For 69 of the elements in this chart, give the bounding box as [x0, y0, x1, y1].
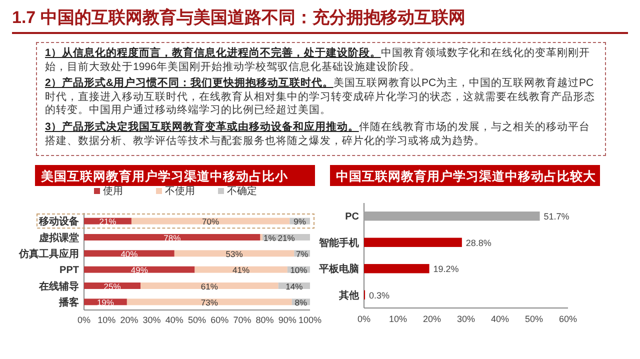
bar — [364, 264, 430, 274]
bar — [126, 298, 292, 306]
x-tick-label: 80% — [256, 315, 274, 325]
bar — [84, 266, 195, 273]
data-label: 21% — [278, 232, 296, 243]
data-label: 53% — [226, 248, 244, 259]
x-tick-label: 50% — [524, 314, 544, 324]
data-label: 61% — [200, 281, 218, 292]
text: 1）从信息化的程度而言，教育信息化进程尚不完善，处于建设阶段。 — [45, 47, 381, 59]
y-tick-label: PPT — [60, 265, 79, 276]
data-label: 10% — [290, 265, 308, 276]
x-tick-label: 60% — [558, 314, 578, 324]
bar — [174, 250, 294, 257]
y-tick-label: 在线辅导 — [38, 280, 79, 292]
data-label: 28.8% — [466, 238, 492, 248]
x-tick-label: 60% — [210, 315, 229, 325]
y-tick-label: 移动设备 — [38, 216, 80, 228]
data-label: 51.7% — [544, 212, 570, 222]
text: 1.7 中国的互联网教育与美国道路不同：充分拥抱移动互联网 — [12, 7, 466, 29]
x-tick-label: 70% — [233, 315, 252, 325]
y-tick-label: 虚拟课堂 — [38, 232, 79, 244]
data-label: 9% — [294, 216, 306, 227]
x-tick-label: 0% — [357, 314, 371, 324]
y-tick-label: 智能手机 — [318, 236, 359, 249]
x-tick-label: 100% — [298, 315, 322, 325]
bar — [140, 282, 278, 289]
bar — [364, 238, 462, 247]
bar — [131, 218, 290, 224]
x-tick-label: 20% — [422, 314, 442, 324]
x-tick-label: 30% — [456, 314, 476, 324]
legend-label: 使用 — [103, 186, 123, 197]
legend-label: 不确定 — [227, 185, 257, 197]
bar — [260, 234, 263, 240]
x-tick-label: 90% — [278, 315, 296, 325]
y-tick-label: 其他 — [338, 289, 360, 302]
x-tick-label: 30% — [142, 315, 161, 325]
y-tick-label: 仿真工具应用 — [18, 248, 79, 260]
y-tick-label: 播客 — [58, 296, 79, 308]
legend-label: 不使用 — [165, 186, 195, 197]
bar — [194, 266, 288, 273]
chart-title: 中国互联网教育用户学习渠道中移动占比较大 — [336, 168, 597, 184]
text: 3）产品形式决定我国互联网教育变革或由移动设备和应用推动。 — [45, 120, 359, 133]
x-tick-label: 0% — [77, 315, 91, 325]
data-label: 70% — [202, 216, 220, 227]
x-tick-label: 10% — [98, 315, 116, 325]
data-label: 49% — [130, 265, 148, 276]
data-label: 19% — [96, 297, 114, 308]
x-tick-label: 40% — [165, 315, 184, 325]
data-label: 40% — [120, 248, 138, 259]
data-label: 41% — [232, 265, 250, 276]
data-label: 14% — [286, 281, 304, 292]
bar — [84, 250, 174, 257]
bar — [84, 234, 260, 240]
x-tick-label: 20% — [120, 315, 138, 325]
data-label: 19.2% — [433, 264, 459, 274]
y-tick-label: 平板电脑 — [318, 263, 359, 276]
x-tick-label: 50% — [188, 315, 206, 325]
data-label: 73% — [200, 297, 218, 308]
bar — [364, 212, 540, 221]
data-label: 8% — [294, 297, 308, 308]
data-label: 21% — [99, 216, 117, 227]
x-tick-label: 10% — [388, 314, 408, 324]
y-tick-label: PC — [345, 212, 359, 223]
x-tick-label: 40% — [490, 314, 510, 324]
text: 2）产品形式&用户习惯不同：我们更快拥抱移动互联时代。 — [45, 77, 334, 90]
data-label: 0.3% — [369, 290, 390, 300]
chart-title: 美国互联网教育用户学习渠道中移动占比小 — [40, 168, 289, 184]
data-label: 7% — [296, 248, 309, 259]
data-label: 1% — [264, 232, 276, 243]
